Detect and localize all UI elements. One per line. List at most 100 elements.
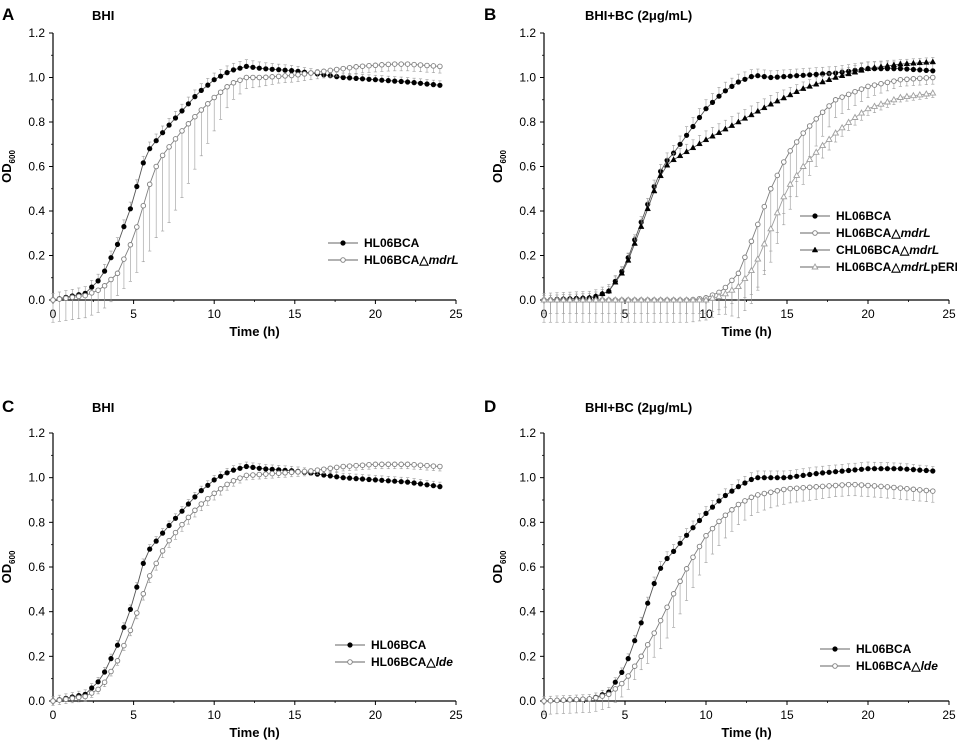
x-tick-label: 5 xyxy=(622,708,629,722)
data-point xyxy=(871,64,878,70)
data-point xyxy=(890,95,898,103)
data-point xyxy=(735,484,742,490)
panel-title: BHI+BC (2μg/mL) xyxy=(585,400,692,415)
data-point xyxy=(851,68,859,75)
data-point xyxy=(288,72,295,79)
data-point xyxy=(825,135,833,142)
data-point xyxy=(637,296,645,303)
data-point xyxy=(832,97,839,103)
data-point xyxy=(263,66,269,72)
data-point xyxy=(108,255,114,261)
y-tick-label: 0.8 xyxy=(28,115,45,129)
data-point xyxy=(722,125,729,132)
data-point xyxy=(599,290,606,297)
data-point xyxy=(858,482,865,488)
data-point xyxy=(917,75,923,82)
data-point xyxy=(353,476,359,482)
data-point xyxy=(340,74,346,81)
data-point xyxy=(347,75,353,81)
x-tick-label: 25 xyxy=(449,307,463,321)
series-1 xyxy=(541,481,936,715)
x-axis-label: Time (h) xyxy=(721,725,771,740)
data-point xyxy=(606,691,612,698)
data-point xyxy=(586,696,593,702)
data-point xyxy=(735,118,742,125)
data-point xyxy=(729,83,735,89)
data-point xyxy=(722,492,729,499)
data-point xyxy=(592,296,600,303)
x-tick-label: 25 xyxy=(942,307,956,321)
data-point xyxy=(230,467,237,473)
legend-marker xyxy=(811,263,819,270)
y-axis-label: OD600 xyxy=(0,150,17,183)
y-tick-label: 1.0 xyxy=(28,471,45,485)
data-point xyxy=(787,474,793,480)
data-point xyxy=(857,109,866,116)
y-tick-label: 0.6 xyxy=(519,560,536,574)
data-point xyxy=(761,490,768,497)
data-point xyxy=(826,469,832,475)
data-point xyxy=(217,89,224,95)
data-point xyxy=(852,88,858,95)
panel-letter: A xyxy=(2,5,14,24)
data-point xyxy=(185,514,192,521)
data-point xyxy=(147,546,153,552)
data-point xyxy=(82,292,88,299)
data-point xyxy=(871,82,878,88)
data-point xyxy=(670,591,677,597)
data-point xyxy=(192,93,198,100)
data-point xyxy=(147,146,153,152)
data-point xyxy=(631,663,638,669)
data-point xyxy=(224,481,230,488)
data-point xyxy=(572,296,580,303)
legend-marker xyxy=(340,257,346,263)
data-point xyxy=(781,475,787,481)
data-point xyxy=(742,498,748,504)
data-point xyxy=(865,83,871,90)
data-point xyxy=(708,294,717,301)
data-point xyxy=(321,466,327,472)
data-point xyxy=(217,486,224,492)
data-point xyxy=(567,697,573,703)
data-point xyxy=(891,484,897,491)
data-point xyxy=(864,65,872,71)
data-point xyxy=(664,604,670,610)
data-point xyxy=(865,466,871,472)
data-point xyxy=(781,486,787,493)
data-point xyxy=(670,296,678,303)
data-point xyxy=(121,624,127,630)
data-point xyxy=(250,464,256,471)
data-point xyxy=(230,67,237,73)
data-point xyxy=(127,206,133,212)
data-point xyxy=(729,507,735,513)
data-point xyxy=(748,73,755,80)
data-point xyxy=(108,655,114,662)
data-point xyxy=(243,472,250,479)
data-point xyxy=(858,86,865,92)
data-point xyxy=(50,698,56,704)
data-point xyxy=(172,515,179,521)
y-tick-label: 0.0 xyxy=(519,694,536,708)
data-point xyxy=(314,467,321,473)
data-point xyxy=(256,465,262,471)
data-point xyxy=(153,138,159,144)
data-point xyxy=(663,296,671,303)
y-tick-label: 0.4 xyxy=(519,605,536,619)
data-point xyxy=(172,136,179,142)
data-point xyxy=(101,679,108,685)
data-point xyxy=(651,630,657,636)
data-point xyxy=(631,296,639,303)
data-point xyxy=(696,140,703,147)
data-point xyxy=(179,521,185,528)
data-point xyxy=(282,470,288,476)
data-point xyxy=(715,292,723,299)
data-point xyxy=(910,467,917,473)
data-point xyxy=(127,627,134,634)
data-point xyxy=(417,481,424,487)
data-point xyxy=(728,122,736,128)
data-point xyxy=(858,466,865,472)
data-point xyxy=(437,82,443,88)
data-point xyxy=(205,495,211,502)
data-point xyxy=(780,94,788,101)
data-point xyxy=(930,68,936,74)
